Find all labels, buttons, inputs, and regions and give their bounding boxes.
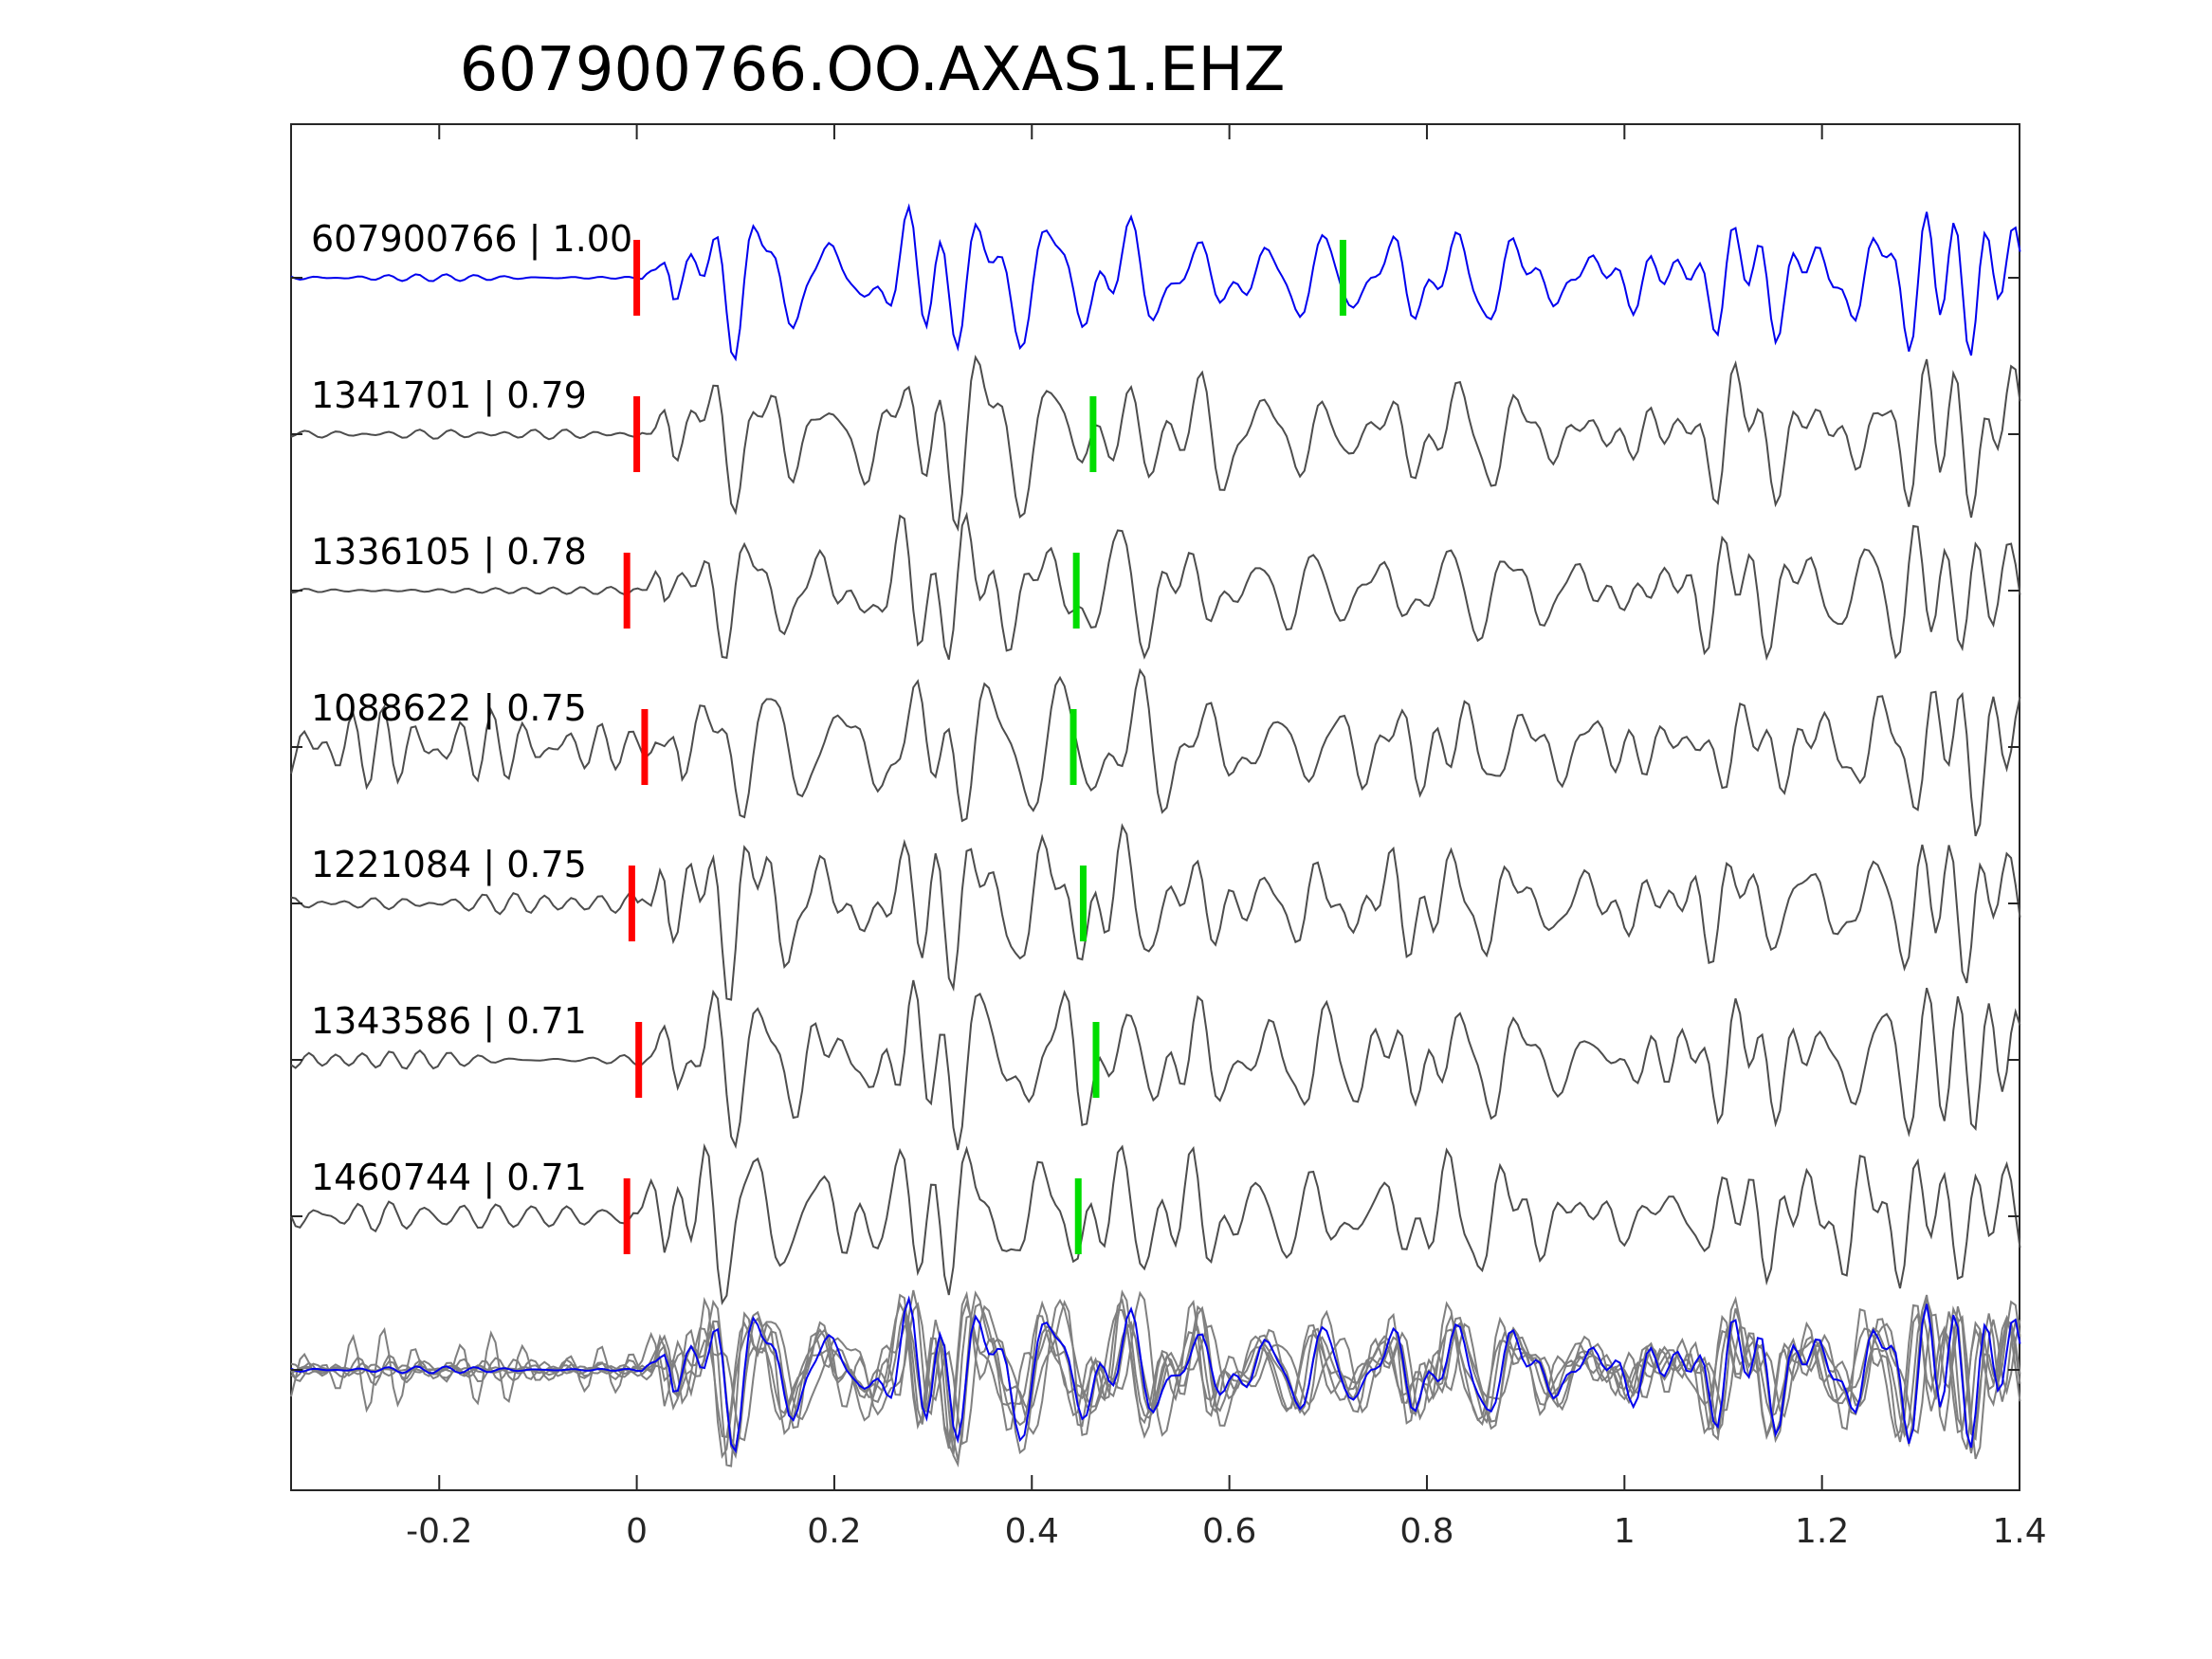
x-tick-label: 0.2 (807, 1512, 861, 1551)
trace-line-4 (290, 823, 2021, 1001)
trace-line-6 (290, 1142, 2021, 1305)
x-tick-label: -0.2 (406, 1512, 472, 1551)
x-tick-label: 1.2 (1795, 1512, 1849, 1551)
chart-title: 607900766.OO.AXAS1.EHZ (460, 35, 1286, 105)
trace-label: 607900766 | 1.00 (311, 218, 632, 261)
x-tick-label: 1 (1614, 1512, 1636, 1551)
x-tick-label: 1.4 (1992, 1512, 2046, 1551)
stack-line-0 (290, 1295, 2021, 1454)
x-axis: -0.2 0 0.2 0.4 0.6 0.8 1 1.2 1.4 (406, 124, 2047, 1551)
trace-line-3 (290, 667, 2021, 837)
trace-label: 1088622 | 0.75 (311, 687, 587, 730)
x-tick-label: 0.4 (1005, 1512, 1059, 1551)
stack-overlay (290, 1289, 2021, 1468)
trace-4: 1221084 | 0.75 (290, 823, 2021, 1001)
trace-label: 1460744 | 0.71 (311, 1157, 587, 1199)
stack-line-1 (290, 1290, 2021, 1468)
trace-1: 1341701 | 0.79 (290, 355, 2021, 532)
trace-6: 1460744 | 0.71 (290, 1142, 2021, 1305)
trace-line-5 (290, 979, 2021, 1151)
trace-5: 1343586 | 0.71 (290, 979, 2021, 1151)
trace-label: 1341701 | 0.79 (311, 374, 587, 417)
trace-label: 1221084 | 0.75 (311, 844, 587, 886)
x-tick-label: 0 (626, 1512, 648, 1551)
x-tick-label: 0.6 (1202, 1512, 1256, 1551)
trace-2: 1336105 | 0.78 (290, 511, 2021, 662)
trace-line-0 (290, 203, 2021, 362)
trace-label: 1343586 | 0.71 (311, 1000, 587, 1043)
stack-line-2 (290, 1290, 2021, 1441)
x-tick-label: 0.8 (1399, 1512, 1453, 1551)
trace-line-2 (290, 511, 2021, 662)
trace-3: 1088622 | 0.75 (290, 667, 2021, 837)
trace-0: 607900766 | 1.00 (290, 203, 2021, 362)
traces-layer: 607900766 | 1.00 1341701 | 0.79 1336105 | … (290, 203, 2021, 1468)
plot-area-frame (290, 123, 2020, 1491)
trace-label: 1336105 | 0.78 (311, 531, 587, 574)
trace-line-1 (290, 355, 2021, 532)
